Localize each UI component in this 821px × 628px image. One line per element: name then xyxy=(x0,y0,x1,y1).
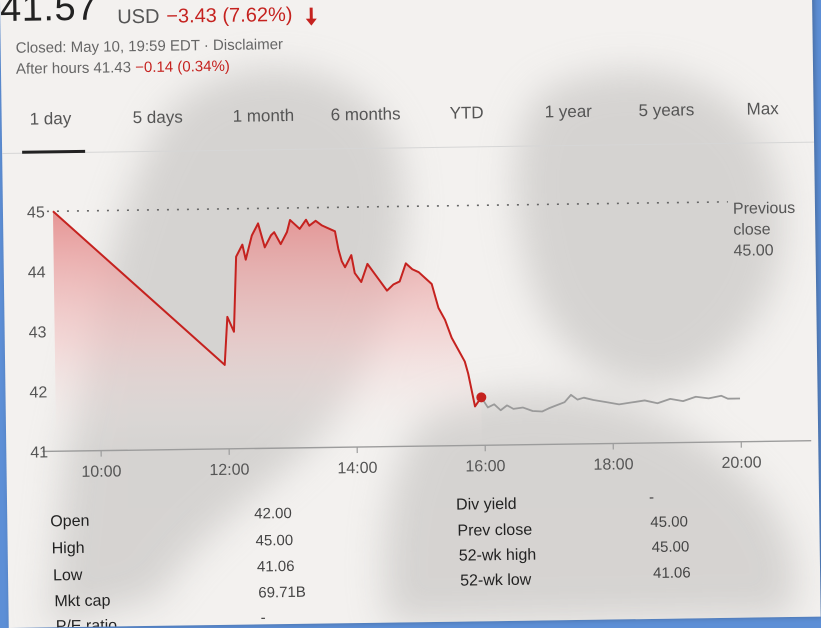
stat-value-pe-ratio: - xyxy=(260,609,266,627)
x-tick-label: 18:00 xyxy=(593,456,633,474)
x-tick-label: 10:00 xyxy=(81,463,121,481)
tab-1-month[interactable]: 1 month xyxy=(232,105,295,126)
y-tick-label: 42 xyxy=(29,384,47,401)
stat-label-pe-ratio: P/E ratio xyxy=(55,617,118,628)
stat-value-52wk-high: 45.00 xyxy=(651,538,690,556)
stat-value-high: 45.00 xyxy=(255,531,294,550)
stat-label-52wk-low: 52-wk low xyxy=(460,571,532,590)
stat-value-mkt-cap: 69.71B xyxy=(258,583,306,602)
tab-6-months[interactable]: 6 months xyxy=(330,104,401,125)
stock-price: 41.57 xyxy=(0,0,99,30)
tab-5-years[interactable]: 5 years xyxy=(638,100,695,121)
previous-close-label: close xyxy=(733,221,771,239)
previous-close-line xyxy=(46,201,728,213)
tab-ytd[interactable]: YTD xyxy=(449,103,484,123)
stat-value-open: 42.00 xyxy=(254,504,292,523)
x-tick-label: 12:00 xyxy=(209,462,249,480)
y-tick-label: 43 xyxy=(29,324,47,341)
tab-1-year[interactable]: 1 year xyxy=(544,101,592,122)
stat-label-div-yield: Div yield xyxy=(455,495,517,514)
x-tick-label: 20:00 xyxy=(721,454,761,472)
stat-value-div-yield: - xyxy=(648,488,655,506)
tab-max[interactable]: Max xyxy=(746,99,779,119)
stat-label-prev-close: Prev close xyxy=(457,521,533,540)
previous-close-label: Previous xyxy=(733,200,795,218)
stat-value-52wk-low: 41.06 xyxy=(652,564,691,582)
tab-1-day[interactable]: 1 day xyxy=(29,109,72,129)
stat-label-mkt-cap: Mkt cap xyxy=(54,592,111,611)
after-hours-change: −0.14 (0.34%) xyxy=(135,57,230,77)
stat-label-low: Low xyxy=(52,566,83,585)
x-tick-label: 16:00 xyxy=(465,458,505,476)
y-tick-label: 45 xyxy=(27,204,45,221)
price-area-fill xyxy=(52,211,482,452)
after-hours-line xyxy=(480,393,741,413)
regular-hours-line xyxy=(52,210,483,408)
current-price-dot xyxy=(476,392,487,403)
currency-label: USD xyxy=(117,5,160,29)
y-tick-label: 41 xyxy=(30,444,48,461)
stat-label-high: High xyxy=(51,539,85,558)
stat-value-low: 41.06 xyxy=(256,557,295,576)
after-hours-price: After hours 41.43 xyxy=(15,59,132,78)
down-arrow-icon xyxy=(305,7,317,26)
previous-close-label: 45.00 xyxy=(733,242,773,260)
price-change: −3.43 (7.62%) xyxy=(166,3,293,28)
stat-label-open: Open xyxy=(50,512,90,531)
y-tick-label: 44 xyxy=(28,264,46,281)
stat-value-prev-close: 45.00 xyxy=(650,513,689,531)
x-tick-label: 14:00 xyxy=(337,460,377,478)
after-hours-info: After hours 41.43 −0.14 (0.34%) xyxy=(16,58,230,78)
stat-label-52wk-high: 52-wk high xyxy=(458,546,537,565)
tab-5-days[interactable]: 5 days xyxy=(132,107,183,128)
price-chart[interactable]: Previous close 45.00 45 44 43 42 41 10:00 12:00 14… xyxy=(3,179,819,490)
